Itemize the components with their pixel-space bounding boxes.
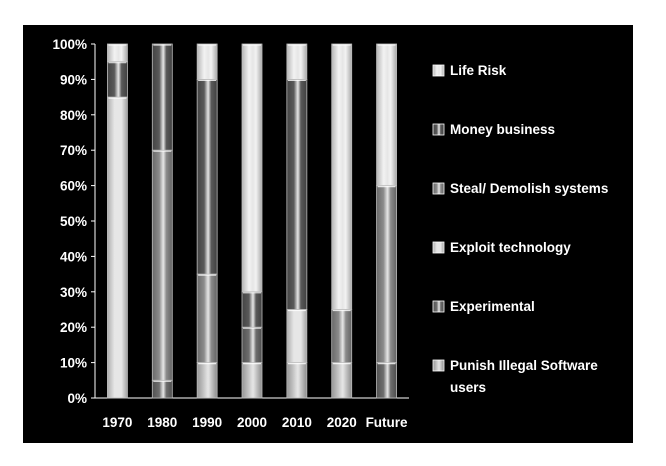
legend-swatch xyxy=(432,64,445,77)
y-tick-label: 0% xyxy=(67,391,87,406)
bar-segment-1990-4 xyxy=(196,79,218,275)
bar-segment-future-5 xyxy=(376,43,397,187)
y-tick-label: 20% xyxy=(60,320,87,335)
y-tick-label: 70% xyxy=(60,143,87,158)
legend-label: Steal/ Demolish systems xyxy=(450,181,608,196)
bar-segment-2010-0 xyxy=(286,362,308,399)
x-axis-ticks: 1970 1980 1990 2000 2010 2020 Future xyxy=(102,415,408,430)
legend: Life Risk Money business Steal/ Demolish s… xyxy=(432,63,608,395)
legend-swatch xyxy=(432,300,445,313)
bar-segment-1980-3 xyxy=(151,149,173,381)
y-tick-label: 60% xyxy=(60,179,87,194)
x-tick-label: 1970 xyxy=(102,415,132,430)
x-tick-label: 1980 xyxy=(147,415,177,430)
bars xyxy=(107,43,397,399)
x-tick-label: 2010 xyxy=(282,415,312,430)
bar-segment-1980-1 xyxy=(151,379,173,399)
x-tick-label: Future xyxy=(366,415,408,430)
legend-label: Money business xyxy=(450,122,555,137)
y-tick-label: 10% xyxy=(60,356,87,371)
bar-segment-1990-0 xyxy=(196,362,218,399)
legend-label: Life Risk xyxy=(450,63,507,78)
legend-swatch xyxy=(432,359,445,372)
bar-segment-2000-1 xyxy=(241,326,263,364)
legend-label: Punish Illegal Software users xyxy=(450,358,598,395)
y-axis-ticks: 0% 10% 20% 30% 40% 50% 60% 70% 80% 90% 100% xyxy=(52,37,95,406)
x-tick-label: 2020 xyxy=(327,415,357,430)
legend-label: Experimental xyxy=(450,299,535,314)
y-tick-label: 80% xyxy=(60,108,87,123)
y-tick-label: 50% xyxy=(60,214,87,229)
bar-segment-2010-4 xyxy=(286,79,308,310)
legend-swatch xyxy=(432,182,445,195)
chart-frame: 0% 10% 20% 30% 40% 50% 60% 70% 80% 90% 100% 1970 19… xyxy=(23,25,633,443)
bar-segment-2000-5 xyxy=(241,43,263,293)
bar-segment-1970-4 xyxy=(107,61,128,98)
legend-label: Exploit technology xyxy=(450,240,571,255)
bar-segment-future-3 xyxy=(376,185,397,364)
bar-segment-2000-4 xyxy=(241,291,263,328)
x-tick-label: 1990 xyxy=(192,415,222,430)
y-tick-label: 90% xyxy=(60,72,87,87)
y-tick-label: 30% xyxy=(60,285,87,300)
bar-segment-2010-5 xyxy=(286,43,308,80)
bar-segment-1990-3 xyxy=(196,273,218,364)
stacked-bar-chart: 0%10%20%30%40%50%60%70%80%90%100% 1970 19… xyxy=(52,37,608,430)
bar-segment-2000-0 xyxy=(241,362,263,399)
bar-segment-future-1 xyxy=(376,362,397,399)
y-tick-label: 40% xyxy=(60,249,87,264)
bar-segment-1970-5 xyxy=(107,43,128,63)
bar-segment-1990-5 xyxy=(196,43,218,80)
bar-segment-2020-5 xyxy=(331,43,353,310)
x-tick-label: 2000 xyxy=(237,415,267,430)
bar-segment-2020-0 xyxy=(331,362,353,399)
legend-swatch xyxy=(432,123,445,136)
y-tick-label: 100% xyxy=(52,37,87,52)
legend-swatch xyxy=(432,241,445,254)
bar-segment-2010-2 xyxy=(286,309,308,363)
bar-segment-1980-4 xyxy=(151,43,173,151)
bar-segment-1970-2 xyxy=(107,96,128,399)
bar-segment-2020-3 xyxy=(331,309,353,363)
